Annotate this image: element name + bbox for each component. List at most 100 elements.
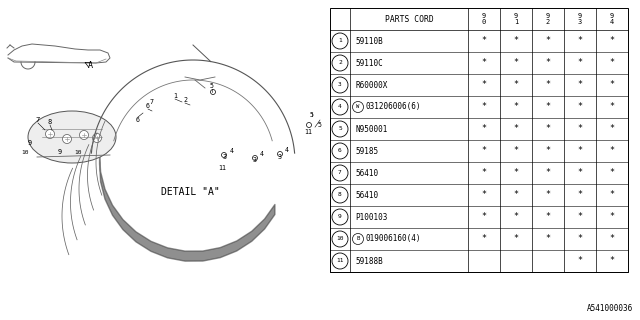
Text: *: * (481, 147, 486, 156)
Text: 5: 5 (338, 126, 342, 132)
Text: 1: 1 (173, 93, 177, 99)
Text: *: * (481, 102, 486, 111)
Text: *: * (513, 81, 518, 90)
Text: *: * (609, 212, 614, 221)
Circle shape (45, 130, 54, 139)
Text: 2: 2 (338, 60, 342, 66)
Text: *: * (577, 81, 582, 90)
Text: 9
3: 9 3 (578, 13, 582, 25)
Text: *: * (577, 59, 582, 68)
Circle shape (332, 77, 348, 93)
Circle shape (211, 90, 216, 94)
Text: *: * (545, 169, 550, 178)
Text: *: * (513, 102, 518, 111)
Text: *: * (609, 257, 614, 266)
Bar (330, 8, 628, 272)
Text: 6: 6 (136, 117, 140, 123)
Text: 5: 5 (210, 83, 214, 89)
Text: *: * (577, 235, 582, 244)
Text: *: * (609, 147, 614, 156)
Text: *: * (545, 235, 550, 244)
Ellipse shape (28, 111, 116, 163)
Circle shape (332, 165, 348, 181)
Text: *: * (513, 124, 518, 133)
Text: 10: 10 (74, 149, 82, 155)
Text: *: * (609, 190, 614, 199)
Circle shape (332, 209, 348, 225)
Text: *: * (609, 36, 614, 45)
Text: 56410: 56410 (355, 169, 378, 178)
Circle shape (278, 151, 282, 156)
Text: *: * (513, 36, 518, 45)
Text: 9
1: 9 1 (514, 13, 518, 25)
Text: 9
4: 9 4 (610, 13, 614, 25)
Text: A541000036: A541000036 (587, 304, 633, 313)
Text: 9
2: 9 2 (546, 13, 550, 25)
Text: *: * (577, 169, 582, 178)
Text: 7: 7 (36, 117, 40, 123)
Circle shape (253, 156, 257, 161)
Text: *: * (513, 169, 518, 178)
Text: 10: 10 (336, 236, 344, 242)
Circle shape (332, 143, 348, 159)
Text: *: * (513, 212, 518, 221)
Text: *: * (545, 212, 550, 221)
Text: 4: 4 (230, 148, 234, 154)
Text: 1: 1 (338, 38, 342, 44)
Circle shape (353, 234, 364, 244)
Text: *: * (545, 190, 550, 199)
Text: *: * (609, 124, 614, 133)
Text: 9: 9 (28, 140, 32, 146)
Text: W: W (356, 105, 360, 109)
Text: 2: 2 (183, 97, 187, 103)
Circle shape (332, 99, 348, 115)
Text: 10: 10 (21, 150, 29, 156)
Text: *: * (577, 190, 582, 199)
Text: 019006160(4): 019006160(4) (365, 235, 420, 244)
Text: *: * (577, 147, 582, 156)
Text: 4: 4 (338, 105, 342, 109)
Circle shape (332, 121, 348, 137)
Text: 59110C: 59110C (355, 59, 383, 68)
Circle shape (93, 133, 102, 142)
Text: 6: 6 (338, 148, 342, 154)
Text: *: * (577, 124, 582, 133)
Text: *: * (545, 124, 550, 133)
Text: *: * (577, 102, 582, 111)
Text: 9: 9 (58, 149, 62, 155)
Text: DETAIL "A": DETAIL "A" (161, 187, 220, 197)
Text: 11: 11 (336, 259, 344, 263)
Text: 3: 3 (338, 83, 342, 87)
Text: *: * (481, 212, 486, 221)
Text: 9: 9 (338, 214, 342, 220)
Text: *: * (609, 235, 614, 244)
Text: N950001: N950001 (355, 124, 387, 133)
Circle shape (63, 134, 72, 143)
Text: 3: 3 (223, 154, 227, 160)
Text: *: * (513, 190, 518, 199)
Text: *: * (513, 147, 518, 156)
Text: 59188B: 59188B (355, 257, 383, 266)
Text: P100103: P100103 (355, 212, 387, 221)
Text: 7: 7 (338, 171, 342, 175)
Text: *: * (609, 102, 614, 111)
Text: *: * (481, 169, 486, 178)
Text: 4: 4 (260, 151, 264, 157)
Text: *: * (609, 81, 614, 90)
Circle shape (332, 55, 348, 71)
Text: *: * (545, 102, 550, 111)
Text: *: * (545, 147, 550, 156)
Text: 56410: 56410 (355, 190, 378, 199)
Text: 3: 3 (253, 157, 257, 163)
Text: 4: 4 (285, 147, 289, 153)
Circle shape (307, 123, 312, 127)
Text: *: * (481, 124, 486, 133)
Text: 3: 3 (278, 154, 282, 160)
Circle shape (79, 131, 88, 140)
Text: 9
0: 9 0 (482, 13, 486, 25)
Text: 6: 6 (146, 103, 150, 109)
Text: 11: 11 (218, 165, 226, 171)
Text: *: * (481, 81, 486, 90)
Text: *: * (609, 169, 614, 178)
Text: *: * (545, 36, 550, 45)
